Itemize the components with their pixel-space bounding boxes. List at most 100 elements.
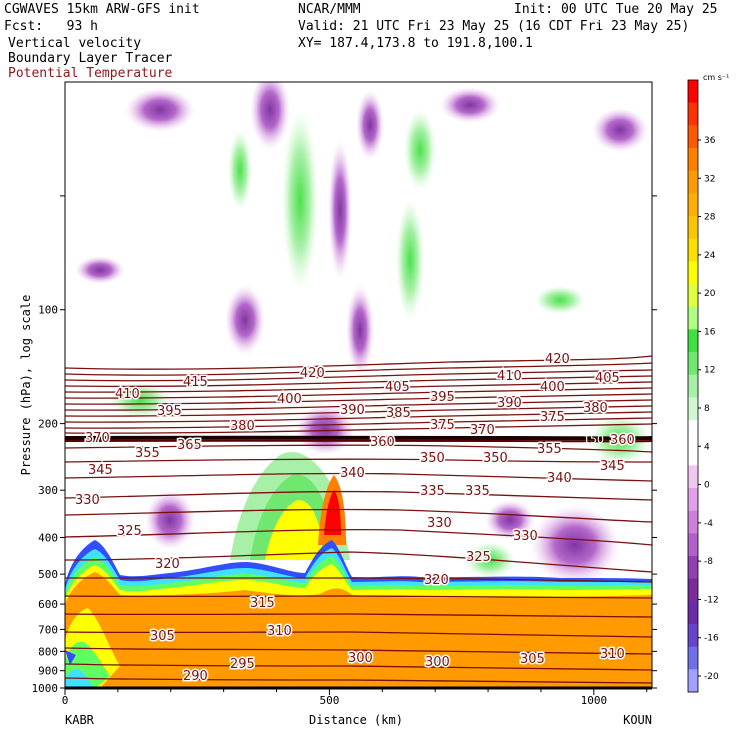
theta-contours [65, 355, 652, 684]
colorbar-swatch [688, 80, 698, 104]
x-tick-label: 500 [319, 694, 339, 707]
field-potential-temperature: Potential Temperature [8, 66, 173, 81]
x-axis: 0 500 1000 [62, 688, 648, 707]
y-tick-label: 200 [38, 418, 58, 431]
theta-label: 370 [85, 431, 110, 446]
colorbar-swatch [688, 510, 698, 534]
colorbar: 36 32 28 24 20 16 12 8 4 0 -4 -8 -12 -16 -20 [687, 79, 719, 693]
theta-label: 370 [470, 423, 495, 438]
colorbar-frame [687, 79, 699, 693]
colorbar-label: 16 [704, 327, 716, 337]
colorbar-label: 20 [704, 289, 716, 299]
theta-label: 305 [150, 629, 175, 644]
forecast-hour: Fcst: 93 h [4, 19, 98, 34]
theta-label: 345 [88, 463, 113, 478]
y-tick-label: 900 [38, 665, 58, 678]
theta-label: 375 [430, 418, 455, 433]
y-tick-label: 600 [38, 598, 58, 611]
colorbar-label: 24 [704, 251, 716, 261]
cross-section-endpoints: XY= 187.4,173.8 to 191.8,100.1 [298, 36, 533, 51]
theta-label: 330 [513, 529, 538, 544]
theta-label: 320 [424, 573, 449, 588]
right-station-label: KOUN [623, 713, 652, 727]
colorbar-label: -12 [704, 595, 719, 605]
colorbar-label: 28 [704, 213, 716, 223]
theta-label: 325 [117, 524, 142, 539]
colorbar-swatch [688, 261, 698, 285]
theta-label: 335 [465, 484, 490, 499]
theta-label: 320 [155, 557, 180, 572]
colorbar-label: -16 [704, 634, 719, 644]
y-tick-label: 700 [38, 623, 58, 636]
theta-label: 360 [370, 435, 395, 450]
colorbar-swatch [688, 306, 698, 330]
theta-label: 295 [230, 657, 255, 672]
model-title: CGWAVES 15km ARW-GFS init [4, 2, 200, 17]
theta-label: 410 [115, 387, 140, 402]
theta-label: 325 [466, 550, 491, 565]
x-axis-label: Distance (km) [309, 713, 403, 727]
theta-label: 340 [340, 466, 365, 481]
theta-label: 390 [340, 403, 365, 418]
theta-label: 420 [300, 366, 325, 381]
colorbar-swatch [688, 624, 698, 648]
theta-label: 355 [135, 446, 160, 461]
colorbar-label: 36 [704, 136, 716, 146]
y-axis: 100 200 300 400 500 600 700 800 900 1000 [32, 195, 657, 695]
plot-area: 290 295 300 300 305 305 310 310 315 320 320 325 325 3… [65, 82, 652, 688]
y-tick-label: 500 [38, 568, 58, 581]
colorbar-swatch [688, 238, 698, 262]
colorbar-swatch [688, 420, 698, 444]
theta-label: 345 [600, 459, 625, 474]
colorbar-swatch [688, 601, 698, 625]
theta-label: 420 [545, 352, 570, 367]
theta-label: 395 [430, 390, 455, 405]
theta-label: 415 [183, 375, 208, 390]
colorbar-swatch [688, 329, 698, 353]
x-tick-label: 0 [62, 694, 69, 707]
theta-label: 350 [483, 451, 508, 466]
theta-label: 375 [540, 410, 565, 425]
colorbar-swatch [688, 533, 698, 557]
colorbar-swatch [688, 374, 698, 398]
left-station-label: KABR [65, 713, 95, 727]
theta-label: 410 [497, 369, 522, 384]
colorbar-swatch [688, 578, 698, 602]
colorbar-swatch [688, 442, 698, 466]
colorbar-swatch [688, 193, 698, 217]
y-tick-label: 100 [38, 304, 58, 317]
theta-label: 290 [183, 669, 208, 684]
colorbar-swatch [688, 646, 698, 670]
theta-label: 335 [420, 484, 445, 499]
theta-label: 310 [600, 647, 625, 662]
theta-label: 400 [277, 392, 302, 407]
colorbar-swatch [688, 148, 698, 172]
colorbar-swatch [688, 216, 698, 240]
theta-label: 360 [610, 433, 635, 448]
colorbar-label: 0 [704, 481, 710, 491]
tropopause-line [65, 435, 652, 441]
colorbar-swatch [688, 465, 698, 489]
theta-label: 395 [157, 404, 182, 419]
y-tick-label: 1000 [32, 682, 59, 695]
valid-time: Valid: 21 UTC Fri 23 May 25 (16 CDT Fri … [298, 19, 690, 34]
theta-label: 350 [420, 451, 445, 466]
y-tick-label: 400 [38, 531, 58, 544]
theta-label: 385 [386, 406, 411, 421]
init-time: Init: 00 UTC Tue 20 May 25 [514, 2, 718, 17]
colorbar-swatch [688, 669, 698, 693]
theta-label: 305 [520, 652, 545, 667]
theta-label: 390 [497, 396, 522, 411]
theta-contour-labels: 290 295 300 300 305 305 310 310 315 320 320 325 325 3… [74, 351, 637, 686]
theta-label: 300 [425, 655, 450, 670]
theta-label: 365 [177, 438, 202, 453]
center-title: NCAR/MMM [298, 2, 361, 17]
theta-label: 380 [230, 419, 255, 434]
theta-label: 310 [267, 624, 292, 639]
y-tick-label: 300 [38, 484, 58, 497]
colorbar-label: 12 [704, 366, 715, 376]
colorbar-units: cm s⁻¹ [703, 73, 729, 82]
theta-label: 340 [547, 471, 572, 486]
colorbar-label: -4 [704, 519, 713, 529]
field-vertical-velocity: Vertical velocity [8, 36, 142, 51]
